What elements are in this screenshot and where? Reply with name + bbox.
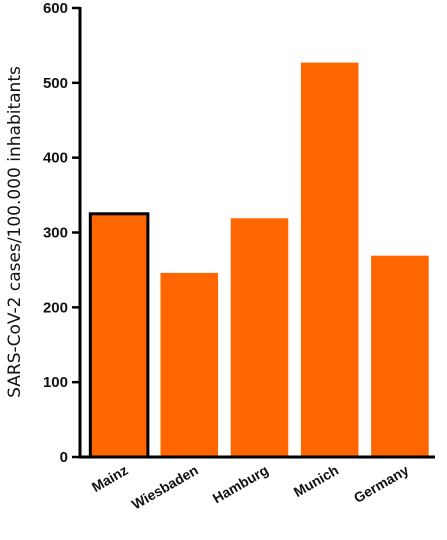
y-axis-label: SARS-CoV-2 cases/100.000 inhabitants <box>5 66 25 398</box>
y-ticks: 0 100 200 300 400 500 600 <box>43 0 80 466</box>
y-tick-label: 0 <box>60 449 68 466</box>
y-tick-label: 100 <box>43 374 68 391</box>
y-tick-label: 300 <box>43 225 68 242</box>
x-tick-label-wiesbaden: Wiesbaden <box>129 462 201 513</box>
y-tick-label: 600 <box>43 0 68 17</box>
x-tick-label-germany: Germany <box>351 462 412 506</box>
y-tick-label: 500 <box>43 75 68 92</box>
bar-hamburg <box>230 218 289 457</box>
x-tick-label-hamburg: Hamburg <box>210 462 271 507</box>
bar-wiesbaden <box>160 272 219 457</box>
y-tick-label: 200 <box>43 299 68 316</box>
y-axis-label-group: SARS-CoV-2 cases/100.000 inhabitants <box>5 66 25 398</box>
bar-munich <box>300 62 359 458</box>
x-tick-label-mainz: Mainz <box>89 462 131 495</box>
x-tick-label-munich: Munich <box>291 462 341 500</box>
bars <box>88 62 429 459</box>
bar-mainz <box>88 212 150 459</box>
y-tick-label: 400 <box>43 150 68 167</box>
bar-germany <box>371 255 429 457</box>
